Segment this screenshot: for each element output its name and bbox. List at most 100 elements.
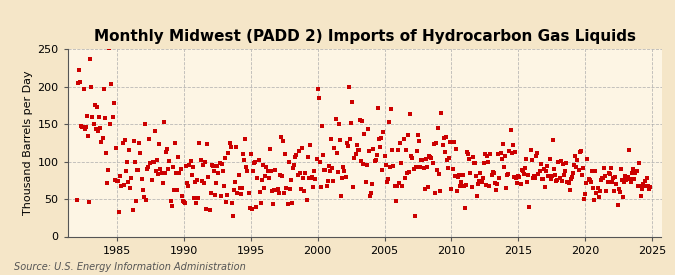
- Point: [90, 126, 101, 131]
- Point: [357, 119, 368, 123]
- Point: [204, 208, 215, 212]
- Point: [323, 164, 334, 168]
- Point: [115, 174, 126, 178]
- Point: [481, 183, 491, 188]
- Point: [107, 115, 118, 119]
- Point: [482, 153, 493, 158]
- Point: [154, 142, 165, 146]
- Point: [524, 205, 535, 209]
- Point: [176, 193, 187, 198]
- Point: [116, 184, 127, 189]
- Point: [234, 186, 245, 190]
- Point: [215, 194, 226, 199]
- Point: [344, 85, 354, 89]
- Point: [438, 136, 449, 140]
- Point: [274, 173, 285, 177]
- Point: [394, 181, 404, 185]
- Point: [484, 184, 495, 188]
- Point: [585, 179, 596, 184]
- Point: [125, 186, 136, 190]
- Point: [290, 155, 301, 159]
- Point: [135, 151, 146, 155]
- Point: [359, 132, 370, 136]
- Point: [128, 139, 139, 144]
- Point: [299, 189, 310, 193]
- Point: [508, 175, 519, 179]
- Point: [518, 169, 529, 173]
- Point: [419, 187, 430, 191]
- Point: [113, 179, 124, 183]
- Point: [373, 106, 383, 110]
- Y-axis label: Thousand Barrels per Day: Thousand Barrels per Day: [23, 71, 33, 215]
- Point: [315, 160, 325, 164]
- Point: [476, 180, 487, 184]
- Point: [525, 148, 536, 152]
- Point: [472, 182, 483, 186]
- Point: [626, 171, 637, 176]
- Point: [225, 145, 236, 150]
- Point: [434, 172, 445, 177]
- Title: Monthly Midwest (PADD 2) Imports of Hydrocarbon Gas Liquids: Monthly Midwest (PADD 2) Imports of Hydr…: [94, 29, 635, 44]
- Point: [489, 181, 500, 185]
- Point: [188, 165, 198, 169]
- Point: [294, 171, 305, 175]
- Point: [347, 100, 358, 104]
- Point: [159, 120, 169, 124]
- Point: [281, 186, 292, 191]
- Point: [108, 100, 119, 105]
- Point: [554, 176, 565, 181]
- Point: [622, 175, 633, 180]
- Point: [462, 150, 472, 154]
- Point: [383, 120, 394, 125]
- Point: [466, 185, 477, 189]
- Point: [239, 157, 250, 162]
- Point: [126, 176, 137, 181]
- Point: [242, 169, 253, 174]
- Point: [211, 181, 221, 186]
- Point: [531, 154, 541, 158]
- Point: [147, 160, 158, 164]
- Point: [621, 178, 632, 182]
- Point: [556, 179, 567, 183]
- Point: [512, 181, 522, 185]
- Point: [140, 122, 151, 127]
- Point: [202, 142, 213, 146]
- Point: [185, 159, 196, 163]
- Point: [286, 178, 296, 183]
- Point: [272, 187, 283, 192]
- Point: [184, 163, 195, 167]
- Point: [551, 179, 562, 183]
- Point: [119, 138, 130, 143]
- Point: [559, 173, 570, 178]
- Point: [169, 188, 180, 192]
- Point: [166, 204, 177, 208]
- Point: [270, 167, 281, 172]
- Point: [445, 139, 456, 144]
- Point: [165, 199, 176, 204]
- Point: [433, 126, 443, 130]
- Point: [284, 160, 294, 164]
- Point: [84, 199, 95, 204]
- Point: [306, 174, 317, 179]
- Point: [470, 174, 481, 178]
- Point: [72, 198, 82, 202]
- Point: [474, 179, 485, 183]
- Point: [253, 158, 264, 163]
- Point: [88, 122, 99, 126]
- Point: [73, 81, 84, 85]
- Point: [127, 208, 138, 213]
- Point: [78, 87, 89, 91]
- Point: [589, 198, 599, 202]
- Point: [313, 96, 324, 100]
- Point: [304, 143, 315, 148]
- Point: [223, 151, 234, 156]
- Point: [75, 79, 86, 84]
- Point: [634, 183, 645, 188]
- Point: [217, 168, 228, 173]
- Point: [248, 161, 259, 166]
- Point: [212, 164, 223, 169]
- Point: [418, 165, 429, 170]
- Point: [570, 153, 580, 158]
- Point: [259, 186, 269, 191]
- Point: [302, 154, 313, 159]
